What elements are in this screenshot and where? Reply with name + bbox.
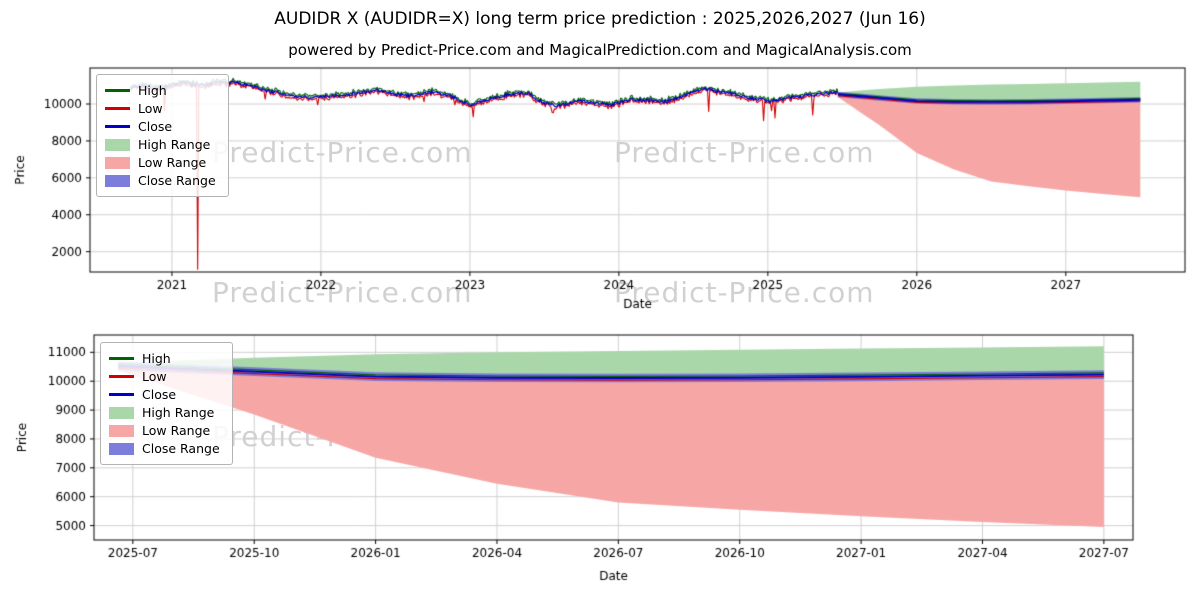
legend-label: High Range (138, 137, 211, 152)
legend-swatch-low (105, 107, 130, 110)
legend-item-close: Close (105, 119, 216, 134)
legend-swatch-high (105, 89, 130, 92)
legend-item-low: Low (109, 369, 220, 384)
legend-item-high-range: High Range (109, 405, 220, 420)
legend-swatch-close (109, 393, 134, 396)
legend-swatch-low-range (105, 156, 130, 169)
legend-item-high: High (109, 351, 220, 366)
legend-swatch-low (109, 375, 134, 378)
legend-swatch-high-range (109, 406, 134, 419)
legend-swatch-low-range (109, 424, 134, 437)
legend-label: High (142, 351, 171, 366)
legend-item-high-range: High Range (105, 137, 216, 152)
page-subtitle: powered by Predict-Price.com and Magical… (288, 41, 912, 59)
legend-swatch-high-range (105, 138, 130, 151)
legend-item-high: High (105, 83, 216, 98)
legend-swatch-high (109, 357, 134, 360)
legend-swatch-close-range (109, 442, 134, 455)
legend-label: Low Range (138, 155, 207, 170)
legend-label: Low (142, 369, 167, 384)
legend-label: Low Range (142, 423, 211, 438)
legend-swatch-close (105, 125, 130, 128)
legend-item-close-range: Close Range (109, 441, 220, 456)
legend-label: Close (138, 119, 173, 134)
page-title: AUDIDR X (AUDIDR=X) long term price pred… (274, 9, 926, 29)
legend-swatch-close-range (105, 174, 130, 187)
legend-item-low: Low (105, 101, 216, 116)
legend-item-low-range: Low Range (109, 423, 220, 438)
legend-item-low-range: Low Range (105, 155, 216, 170)
legend-label: Close Range (138, 173, 216, 188)
legend-label: Close Range (142, 441, 220, 456)
legend-label: High (138, 83, 167, 98)
legend-item-close: Close (109, 387, 220, 402)
legend-item-close-range: Close Range (105, 173, 216, 188)
legend-bottom: High Low Close High Range Low Range Close Ran… (100, 342, 233, 465)
legend-label: Low (138, 101, 163, 116)
legend-label: Close (142, 387, 177, 402)
legend-label: High Range (142, 405, 215, 420)
legend-top: High Low Close High Range Low Range Close Ran… (96, 74, 229, 197)
